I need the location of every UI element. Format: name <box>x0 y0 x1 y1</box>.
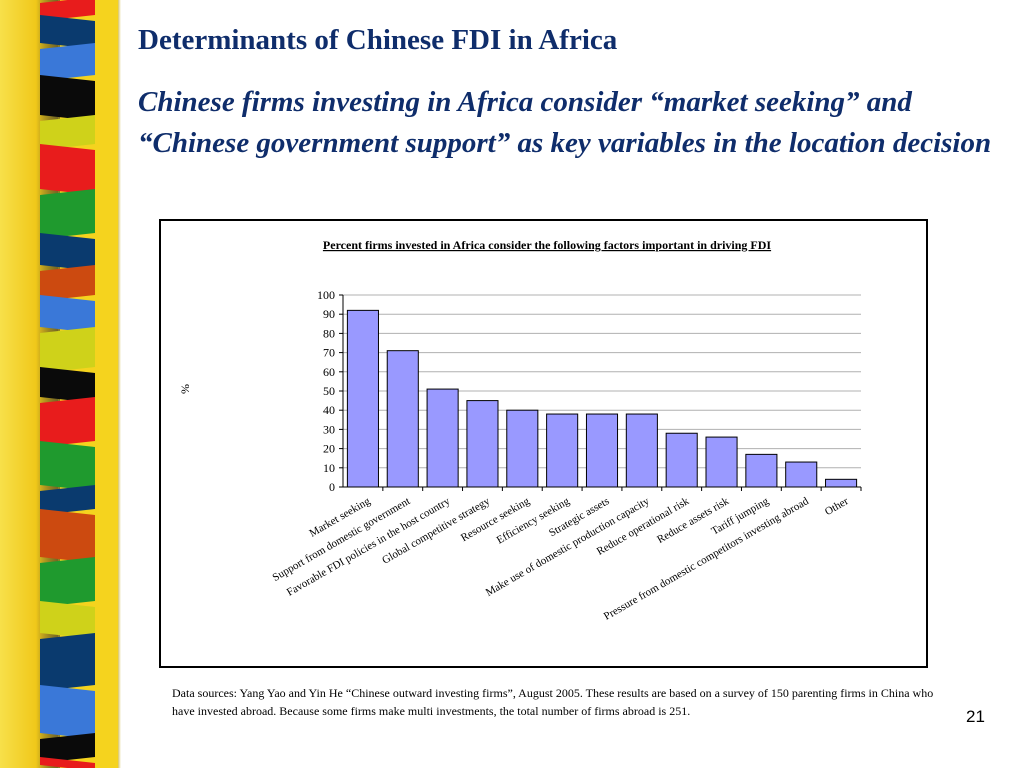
axes <box>339 294 862 491</box>
y-tick-label: 80 <box>323 326 335 340</box>
sidebar-stripe <box>40 485 95 515</box>
sidebar-stripe <box>40 265 95 301</box>
sidebar-stripe <box>40 397 95 447</box>
y-tick-label: 0 <box>329 480 335 494</box>
page-number: 21 <box>966 707 985 726</box>
slide-title: Determinants of Chinese FDI in Africa <box>138 24 618 56</box>
sidebar-stripe <box>40 115 95 150</box>
slide-subtitle: Chinese firms investing in Africa consid… <box>138 86 992 159</box>
y-tick-label: 90 <box>323 307 335 321</box>
y-axis-label: % <box>178 384 192 394</box>
x-tick-label: Favorable FDI policies in the host count… <box>285 495 453 599</box>
y-tick-label: 10 <box>323 461 335 475</box>
bar <box>546 413 579 488</box>
sidebar-stripe <box>40 557 95 607</box>
y-tick-labels: 0 10 20 30 40 50 60 70 80 90 100 <box>317 288 335 494</box>
sidebar-stripe <box>40 367 95 403</box>
bar <box>386 350 419 488</box>
bars <box>346 309 858 488</box>
sidebar-stripe <box>40 633 95 691</box>
bar <box>506 409 539 488</box>
x-tick-label: Other <box>823 495 851 518</box>
bar <box>785 461 818 488</box>
y-tick-label: 20 <box>323 442 335 456</box>
data-source-footnote: Data sources: Yang Yao and Yin He “Chine… <box>172 686 934 718</box>
sidebar-stripe <box>40 15 95 49</box>
bar <box>426 388 459 488</box>
y-tick-label: 50 <box>323 384 335 398</box>
sidebar-stripe <box>40 295 95 333</box>
sidebar-stripe <box>40 601 95 639</box>
bar <box>625 413 658 488</box>
chart-frame: Percent firms invested in Africa conside… <box>159 219 928 668</box>
sidebar-stripe <box>40 685 95 739</box>
y-tick-label: 70 <box>323 346 335 360</box>
bar <box>665 432 698 488</box>
bar <box>745 453 778 488</box>
y-tick-label: 60 <box>323 365 335 379</box>
sidebar-stripe <box>40 144 95 195</box>
sidebar-stripe <box>40 0 95 21</box>
bar <box>585 413 619 488</box>
bar <box>705 436 738 488</box>
sidebar-stripe <box>40 441 95 491</box>
y-tick-label: 100 <box>317 288 335 302</box>
sidebar-stripe <box>40 327 95 373</box>
sidebar-stripe <box>40 75 95 121</box>
decorative-sidebar <box>0 0 118 768</box>
sidebar-edge <box>118 0 121 768</box>
sidebar-stripe <box>40 43 95 81</box>
y-tick-label: 40 <box>323 403 335 417</box>
bar <box>466 400 499 488</box>
sidebar-stripe <box>40 733 95 763</box>
chart-title: Percent firms invested in Africa conside… <box>323 238 772 252</box>
bar-chart: Percent firms invested in Africa conside… <box>178 238 862 623</box>
sidebar-color-stripes <box>40 0 95 768</box>
sidebar-stripe <box>40 189 95 239</box>
sidebar-stripe <box>40 509 95 563</box>
sidebar-stripe <box>40 233 95 271</box>
bar <box>825 478 858 488</box>
bar <box>346 309 379 488</box>
sidebar-stripe <box>40 757 95 768</box>
y-tick-label: 30 <box>323 422 335 436</box>
